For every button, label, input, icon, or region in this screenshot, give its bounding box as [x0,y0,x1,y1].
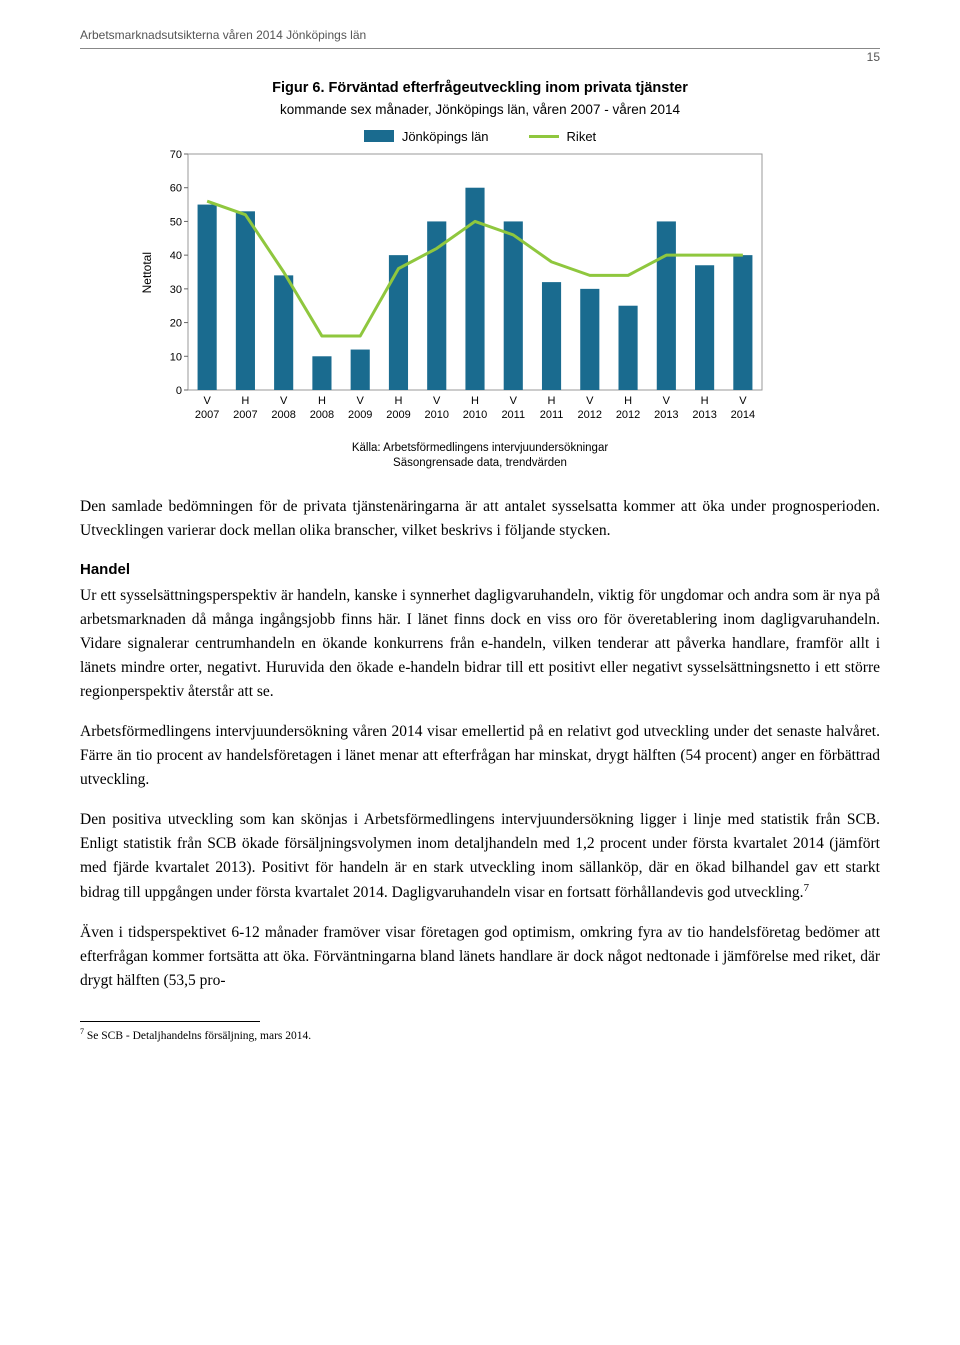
svg-text:2009: 2009 [348,409,372,421]
figure-title-line1: Figur 6. Förväntad efterfrågeutveckling … [140,79,820,99]
paragraph: Arbetsförmedlingens intervjuundersökning… [80,720,880,792]
svg-text:2012: 2012 [616,409,640,421]
figure-6: Figur 6. Förväntad efterfrågeutveckling … [140,79,820,471]
page-number: 15 [867,50,880,64]
figure-title-line2: kommande sex månader, Jönköpings län, vå… [140,101,820,119]
header-rule [80,48,880,49]
svg-text:V: V [586,395,594,407]
footnote-marker: 7 [80,1027,84,1036]
figure-source-line2: Säsongrensade data, trendvärden [393,457,567,469]
svg-text:H: H [471,395,479,407]
svg-text:H: H [548,395,556,407]
svg-text:2009: 2009 [386,409,410,421]
legend-item-series1: Jönköpings län [364,129,489,144]
svg-text:2010: 2010 [424,409,448,421]
svg-text:50: 50 [170,216,182,228]
svg-text:V: V [433,395,441,407]
svg-text:60: 60 [170,182,182,194]
body-text: Den samlade bedömningen för de privata t… [80,495,880,1044]
svg-text:2011: 2011 [540,409,564,421]
svg-text:H: H [318,395,326,407]
footnote-ref-7: 7 [804,882,809,894]
svg-text:H: H [241,395,249,407]
svg-text:H: H [701,395,709,407]
svg-text:30: 30 [170,284,182,296]
footnote-rule [80,1021,260,1022]
svg-text:10: 10 [170,351,182,363]
svg-text:2010: 2010 [463,409,487,421]
figure-source: Källa: Arbetsförmedlingens intervjuunder… [140,441,820,471]
svg-text:2007: 2007 [195,409,219,421]
figure-source-line1: Källa: Arbetsförmedlingens intervjuunder… [352,442,608,454]
chart-ylabel: Nettotal [140,252,154,293]
svg-text:2013: 2013 [692,409,716,421]
heading-handel: Handel [80,561,880,578]
svg-text:2011: 2011 [501,409,525,421]
svg-text:V: V [357,395,365,407]
svg-text:V: V [739,395,747,407]
svg-text:V: V [663,395,671,407]
svg-text:40: 40 [170,250,182,262]
legend-swatch-bar [364,130,394,142]
legend-swatch-line [529,135,559,138]
svg-text:20: 20 [170,317,182,329]
paragraph: Den positiva utveckling som kan skönjas … [80,808,880,905]
svg-text:2007: 2007 [233,409,257,421]
chart-container: Nettotal 0 10 20 30 40 50 60 70 V 2007 H 2007 V 2008 H… [140,150,820,435]
svg-text:2012: 2012 [578,409,602,421]
svg-text:70: 70 [170,150,182,161]
legend-label-series2: Riket [567,129,597,144]
chart-legend: Jönköpings län Riket [140,129,820,144]
svg-text:2014: 2014 [731,409,755,421]
legend-item-series2: Riket [529,129,597,144]
page: Arbetsmarknadsutsikterna våren 2014 Jönk… [0,0,960,1345]
chart-plot: 0 10 20 30 40 50 60 70 V 2007 H 2007 V 2008 H 2008 V 2009… [158,150,820,435]
paragraph: Ur ett sysselsättningsperspektiv är hand… [80,584,880,704]
svg-text:V: V [280,395,288,407]
svg-text:V: V [203,395,211,407]
svg-text:2008: 2008 [310,409,334,421]
legend-label-series1: Jönköpings län [402,129,489,144]
paragraph: Även i tidsperspektivet 6-12 månader fra… [80,921,880,993]
running-header: Arbetsmarknadsutsikterna våren 2014 Jönk… [80,28,880,42]
footnote-text: Se SCB - Detaljhandelns försäljning, mar… [87,1030,311,1042]
svg-text:2013: 2013 [654,409,678,421]
footnote-7: 7 Se SCB - Detaljhandelns försäljning, m… [80,1026,880,1044]
svg-text:2008: 2008 [271,409,295,421]
paragraph: Den samlade bedömningen för de privata t… [80,495,880,543]
svg-text:0: 0 [176,385,182,397]
svg-text:V: V [510,395,518,407]
svg-text:H: H [394,395,402,407]
svg-text:H: H [624,395,632,407]
